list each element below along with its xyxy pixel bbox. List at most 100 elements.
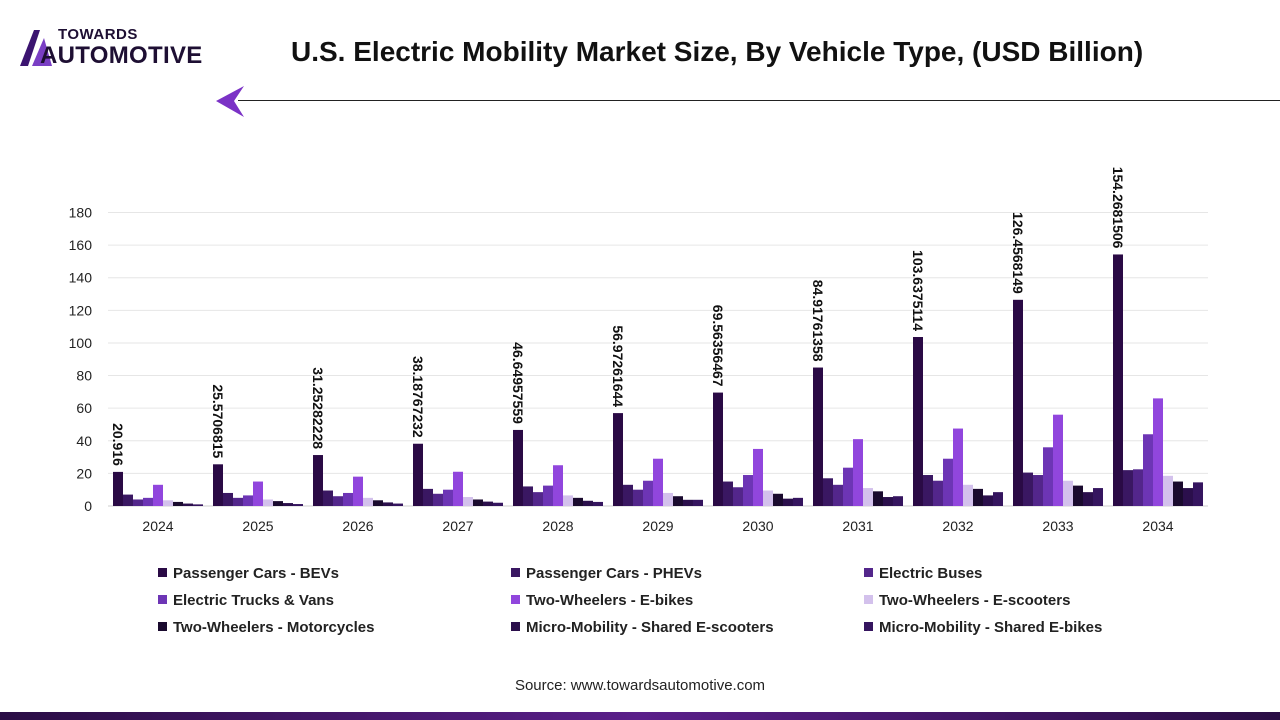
bar xyxy=(843,467,853,506)
bar xyxy=(413,443,423,506)
bar xyxy=(1013,299,1023,506)
bar xyxy=(553,465,563,506)
y-tick-label: 20 xyxy=(76,465,92,481)
bar xyxy=(463,497,473,506)
legend-swatch xyxy=(511,595,520,604)
bars xyxy=(113,254,1203,506)
brand-logo-icon xyxy=(20,30,52,66)
bar xyxy=(853,439,863,506)
bar xyxy=(223,492,233,506)
bar xyxy=(173,501,183,506)
bar xyxy=(373,500,383,506)
x-tick-label: 2025 xyxy=(242,518,273,534)
bar xyxy=(393,503,403,506)
bar xyxy=(453,471,463,506)
legend-label: Two-Wheelers - E-bikes xyxy=(526,592,693,609)
brand-logo[interactable]: TOWARDS AUTOMOTIVE xyxy=(18,26,228,72)
legend-swatch xyxy=(864,568,873,577)
bar xyxy=(753,448,763,506)
y-tick-label: 0 xyxy=(84,498,92,514)
bar xyxy=(1023,472,1033,506)
bar xyxy=(133,499,143,506)
bar xyxy=(1053,414,1063,506)
bar xyxy=(1153,398,1163,506)
bar xyxy=(443,489,453,506)
bar xyxy=(383,502,393,506)
bottom-accent-bar xyxy=(0,712,1280,720)
legend-label: Passenger Cars - PHEVs xyxy=(526,565,702,582)
bar xyxy=(293,504,303,506)
bar xyxy=(253,481,263,506)
legend-swatch xyxy=(511,622,520,631)
x-tick-label: 2031 xyxy=(842,518,873,534)
bar xyxy=(583,500,593,506)
x-tick-label: 2024 xyxy=(142,518,173,534)
x-tick-label: 2026 xyxy=(342,518,373,534)
bar xyxy=(573,497,583,506)
bar xyxy=(693,499,703,506)
data-label: 46.64957559 xyxy=(510,342,526,424)
legend-swatch xyxy=(158,622,167,631)
legend-label: Two-Wheelers - Motorcycles xyxy=(173,619,374,636)
bar xyxy=(233,497,243,506)
bar xyxy=(973,488,983,506)
bar xyxy=(933,480,943,506)
bar xyxy=(1123,470,1133,506)
legend-swatch xyxy=(158,595,167,604)
bar xyxy=(873,491,883,506)
x-tick-label: 2033 xyxy=(1042,518,1073,534)
bar xyxy=(763,490,773,506)
bar xyxy=(143,497,153,506)
bar xyxy=(263,499,273,506)
bar xyxy=(833,484,843,506)
x-tick-label: 2034 xyxy=(1142,518,1173,534)
bar xyxy=(1073,485,1083,506)
bar xyxy=(473,499,483,506)
data-label: 25.5706815 xyxy=(210,384,226,458)
bar xyxy=(1133,469,1143,506)
bar xyxy=(673,496,683,506)
bar xyxy=(1143,434,1153,506)
bar xyxy=(773,493,783,506)
x-tick-label: 2029 xyxy=(642,518,673,534)
bar xyxy=(563,495,573,506)
x-tick-label: 2030 xyxy=(742,518,773,534)
bar xyxy=(1113,254,1123,506)
bar xyxy=(1063,480,1073,506)
arrow-left-icon xyxy=(216,86,244,117)
x-tick-label: 2027 xyxy=(442,518,473,534)
data-label: 56.97261644 xyxy=(610,325,626,407)
brand-name-top: TOWARDS xyxy=(58,26,138,43)
bar xyxy=(273,501,283,506)
data-label: 154.2681506 xyxy=(1110,167,1126,249)
bar xyxy=(113,471,123,506)
bar xyxy=(1193,482,1203,506)
bar xyxy=(363,497,373,506)
bar xyxy=(633,489,643,506)
bar xyxy=(183,503,193,506)
legend-label: Passenger Cars - BEVs xyxy=(173,565,339,582)
bar xyxy=(713,392,723,506)
y-tick-label: 80 xyxy=(76,368,92,384)
bar xyxy=(1093,488,1103,506)
y-axis-ticks: 0 20 40 60 80 100 120 140 160 180 xyxy=(69,205,93,515)
data-label: 69.56356467 xyxy=(710,305,726,387)
bar xyxy=(313,455,323,506)
legend-swatch xyxy=(864,622,873,631)
bar xyxy=(213,464,223,506)
bar xyxy=(683,499,693,506)
legend-label: Micro-Mobility - Shared E-bikes xyxy=(879,619,1102,636)
bar xyxy=(623,484,633,506)
bar xyxy=(983,495,993,506)
bar xyxy=(593,501,603,506)
y-tick-label: 60 xyxy=(76,400,92,416)
bar xyxy=(813,367,823,506)
bar xyxy=(893,496,903,506)
bar xyxy=(323,490,333,506)
x-axis-ticks: 2024 2025 2026 2027 2028 2029 2030 2031 2032 2033… xyxy=(142,518,1173,534)
bar xyxy=(863,488,873,506)
bar xyxy=(823,478,833,506)
bar xyxy=(733,487,743,506)
bar xyxy=(543,485,553,506)
y-tick-label: 140 xyxy=(69,270,93,286)
